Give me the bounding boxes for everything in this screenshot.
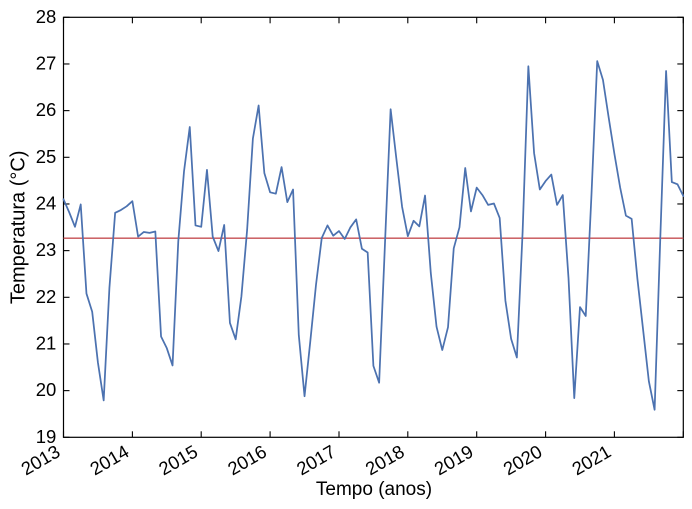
svg-text:25: 25: [36, 146, 57, 167]
svg-text:21: 21: [36, 332, 57, 353]
svg-text:22: 22: [36, 286, 57, 307]
svg-text:26: 26: [36, 99, 57, 120]
svg-text:Temperatura (°C): Temperatura (°C): [8, 151, 30, 305]
svg-text:19: 19: [36, 426, 57, 447]
svg-text:27: 27: [36, 52, 57, 73]
svg-text:24: 24: [36, 192, 57, 213]
svg-text:28: 28: [36, 6, 57, 27]
svg-text:20: 20: [36, 379, 57, 400]
svg-text:23: 23: [36, 239, 57, 260]
svg-text:Tempo (anos): Tempo (anos): [316, 479, 432, 500]
